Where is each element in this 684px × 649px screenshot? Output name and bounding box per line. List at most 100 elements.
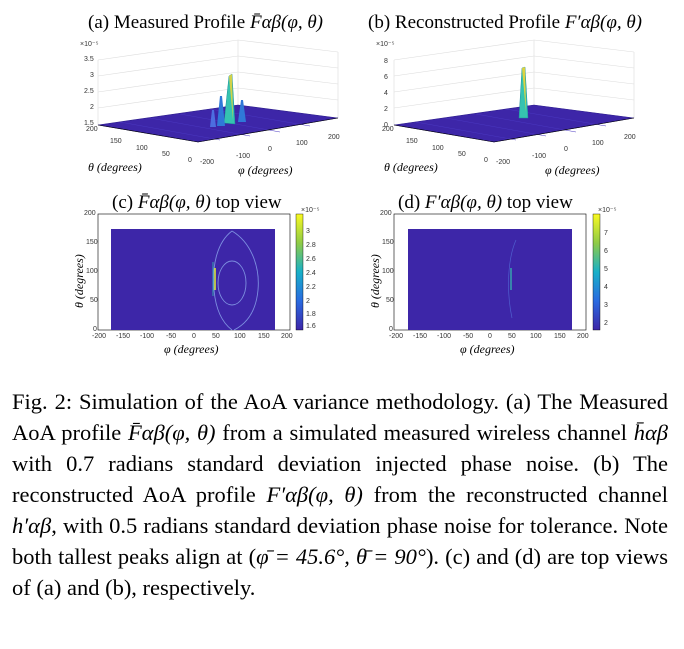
x-tick: -200 <box>92 333 107 340</box>
panel-b-z-exponent: ×10⁻⁵ <box>376 41 395 48</box>
x-tick: 150 <box>258 333 270 340</box>
panel-d-colorbar <box>592 213 601 331</box>
panel-c-colorbar <box>295 213 304 331</box>
cb-tick: 2 <box>604 320 608 327</box>
panel-d-title: (d) F′αβ(φ, θ) top view <box>398 192 573 214</box>
cb-tick: 1.8 <box>306 311 316 318</box>
cb-tick: 2.8 <box>306 242 316 249</box>
z-tick: 6 <box>384 74 388 81</box>
panel-c-heatmap <box>97 213 304 331</box>
y-tick: 100 <box>382 268 394 275</box>
phi-tick: -100 <box>236 153 251 160</box>
theta-tick: 50 <box>162 151 170 158</box>
cb-tick: 2.6 <box>306 256 316 263</box>
cb-tick: 7 <box>604 230 608 237</box>
caption-text: , with 0.5 radians standard deviation ph… <box>12 513 668 569</box>
z-tick: 8 <box>384 58 388 65</box>
phi-tick: -100 <box>532 153 547 160</box>
panel-b-ylabel: θ (degrees) <box>384 160 438 174</box>
panel-b-symbol: F′αβ(φ, θ) <box>564 12 643 33</box>
x-tick: -100 <box>437 333 452 340</box>
cb-tick: 2.4 <box>306 270 316 277</box>
x-tick: 200 <box>577 333 589 340</box>
x-tick: 50 <box>212 333 220 340</box>
figure-caption: Fig. 2: Simulation of the AoA variance m… <box>12 386 668 603</box>
cb-tick: 3 <box>306 228 310 235</box>
y-tick: 0 <box>93 326 97 333</box>
panel-d-cb-exponent: ×10⁻⁵ <box>598 207 617 214</box>
panel-c-label-post: top view <box>215 192 282 213</box>
caption-text: with 0.7 radians standard deviation inje… <box>12 451 668 507</box>
x-tick: -100 <box>140 333 155 340</box>
caption-math: F̄αβ(φ, θ) <box>127 420 216 445</box>
theta-tick: 100 <box>136 145 148 152</box>
panel-a-symbol: F̄αβ(φ, θ) <box>249 12 324 33</box>
panel-a-peak <box>210 73 246 127</box>
panel-c-title: (c) F̄αβ(φ, θ) top view <box>112 192 282 214</box>
panel-d-symbol: F′αβ(φ, θ) <box>424 192 503 213</box>
theta-tick: 150 <box>110 138 122 145</box>
y-tick: 200 <box>84 210 96 217</box>
panel-a-title: (a) Measured Profile F̄αβ(φ, θ) <box>88 12 323 34</box>
caption-math: F′αβ(φ, θ) <box>266 482 363 507</box>
panel-c-label: (c) <box>112 192 134 213</box>
y-tick: 150 <box>382 239 394 246</box>
panel-b-peak <box>518 66 529 119</box>
x-tick: 200 <box>281 333 293 340</box>
x-tick: -50 <box>166 333 177 340</box>
cb-tick: 6 <box>604 248 608 255</box>
panel-b-title: (b) Reconstructed Profile F′αβ(φ, θ) <box>368 12 642 34</box>
panel-b-label: (b) Reconstructed Profile <box>368 12 561 33</box>
theta-tick: 200 <box>382 126 394 133</box>
z-tick: 4 <box>384 90 388 97</box>
y-tick: 50 <box>386 297 394 304</box>
caption-text: ). (c) and (d) are top views of (a) and … <box>12 544 668 600</box>
panel-d-label-post: top view <box>506 192 573 213</box>
y-tick: 50 <box>90 297 98 304</box>
phi-tick: 0 <box>564 146 568 153</box>
z-tick: 2 <box>90 104 94 111</box>
phi-tick: -200 <box>496 159 511 166</box>
theta-tick: 50 <box>458 151 466 158</box>
caption-text: Fig. 2: Simulation of the AoA variance m… <box>12 389 668 445</box>
z-tick: 3 <box>90 72 94 79</box>
theta-tick: 100 <box>432 145 444 152</box>
panel-d-field <box>408 229 572 330</box>
x-tick: 100 <box>530 333 542 340</box>
panel-a-xlabel: φ (degrees) <box>238 163 293 177</box>
cb-tick: 1.6 <box>306 323 316 330</box>
x-tick: 0 <box>192 333 196 340</box>
caption-math: h̄αβ <box>633 420 669 445</box>
z-tick: 3.5 <box>84 56 94 63</box>
panel-d-xlabel: φ (degrees) <box>460 342 515 356</box>
x-tick: 50 <box>508 333 516 340</box>
panel-a-ylabel: θ (degrees) <box>88 160 142 174</box>
phi-tick: 200 <box>328 134 340 141</box>
cb-tick: 5 <box>604 266 608 273</box>
panel-a-surface-plot <box>97 39 339 143</box>
cb-tick: 2.2 <box>306 284 316 291</box>
caption-text: from a simulated measured wireless chann… <box>215 420 634 445</box>
cb-tick: 2 <box>306 298 310 305</box>
cb-tick: 4 <box>604 284 608 291</box>
x-tick: -200 <box>389 333 404 340</box>
x-tick: -50 <box>463 333 474 340</box>
y-tick: 200 <box>380 210 392 217</box>
panel-a-label: (a) Measured Profile <box>88 12 246 33</box>
phi-tick: 100 <box>296 140 308 147</box>
x-tick: -150 <box>116 333 131 340</box>
y-tick: 150 <box>86 239 98 246</box>
panel-d-heatmap <box>393 213 601 331</box>
phi-tick: 200 <box>624 134 636 141</box>
x-tick: 150 <box>554 333 566 340</box>
y-tick: 100 <box>86 268 98 275</box>
theta-tick: 0 <box>484 157 488 164</box>
x-tick: 0 <box>488 333 492 340</box>
x-tick: 100 <box>234 333 246 340</box>
theta-tick: 0 <box>188 157 192 164</box>
panel-b-xlabel: φ (degrees) <box>545 163 600 177</box>
z-tick: 2.5 <box>84 88 94 95</box>
panel-b-surface-plot <box>393 39 635 143</box>
cb-tick: 3 <box>604 302 608 309</box>
x-tick: -150 <box>413 333 428 340</box>
